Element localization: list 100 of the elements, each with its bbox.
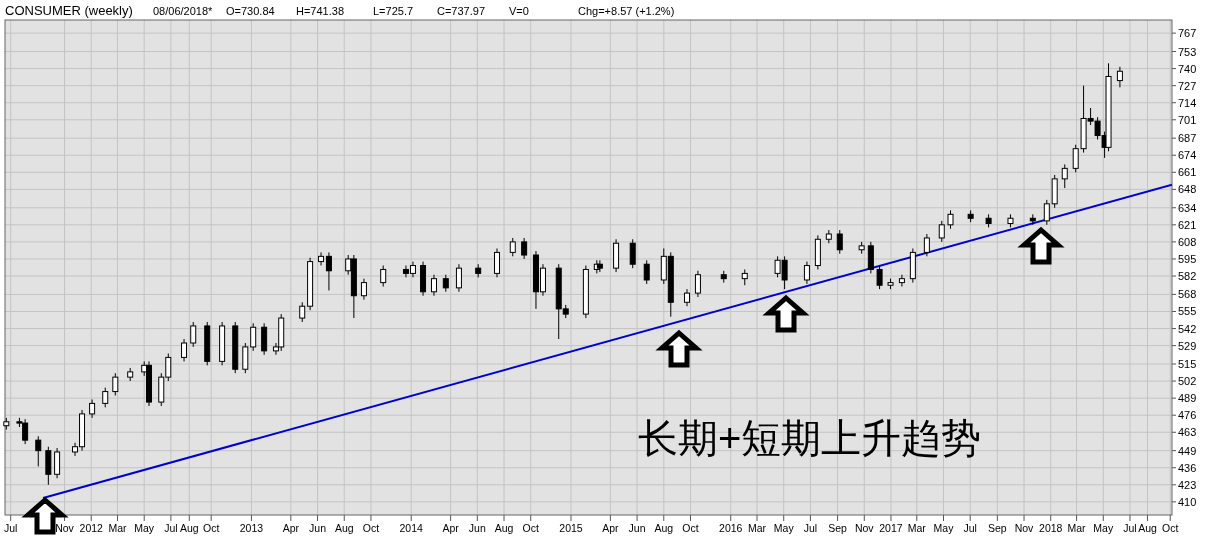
candlestick — [318, 251, 325, 267]
x-tick-label: May — [933, 522, 955, 534]
y-tick-label: 436 — [1178, 461, 1197, 474]
x-tick-label: Jul — [963, 522, 977, 534]
y-tick-label: 595 — [1178, 252, 1197, 265]
y-tick-label: 463 — [1178, 426, 1197, 439]
candlestick — [803, 261, 810, 285]
y-tick-label: 489 — [1178, 392, 1197, 405]
x-tick-label: 2013 — [239, 522, 264, 534]
x-tick-label: Oct — [682, 522, 699, 534]
candlestick — [102, 387, 109, 408]
x-tick-label: May — [773, 522, 795, 534]
candlestick — [89, 398, 96, 419]
text: H=741.38 — [296, 5, 345, 17]
x-tick-label: Aug — [494, 522, 514, 534]
x-tick-label: 2014 — [399, 522, 424, 534]
text: C=737.97 — [437, 5, 486, 17]
text: L=725.7 — [373, 5, 414, 17]
x-tick-label: Nov — [1014, 522, 1035, 534]
candlestick — [629, 238, 636, 269]
candlestick — [380, 265, 387, 288]
candlestick — [836, 229, 843, 255]
y-tick-label: 634 — [1178, 201, 1197, 214]
x-tick-label: Jul — [164, 522, 178, 534]
candlestick — [1061, 163, 1068, 189]
candlestick — [694, 270, 701, 298]
x-tick-label: Oct — [203, 522, 220, 534]
x-tick-label: 2016 — [719, 522, 743, 534]
candlestick — [1116, 66, 1123, 88]
y-tick-label: 714 — [1178, 96, 1197, 109]
y-tick-label: 410 — [1178, 495, 1197, 508]
text: Chg=+8.57 (+1.2%) — [578, 5, 675, 17]
candlestick — [947, 209, 954, 230]
y-tick-label: 529 — [1178, 339, 1197, 352]
x-tick-label: Apr — [442, 522, 460, 534]
y-tick-label: 648 — [1178, 183, 1197, 196]
y-tick-label: 476 — [1178, 409, 1197, 422]
x-tick-label: Jun — [309, 522, 327, 534]
candlestick — [938, 220, 945, 243]
x-tick-label: Aug — [1138, 522, 1157, 534]
x-tick-label: May — [134, 522, 155, 534]
chart-title: CONSUMER (weekly) — [5, 3, 133, 18]
x-tick-label: Mar — [747, 522, 767, 534]
y-tick-label: 568 — [1178, 288, 1197, 301]
text: O=730.84 — [226, 5, 275, 17]
y-tick-label: 687 — [1178, 132, 1197, 145]
candlestick — [325, 251, 332, 291]
candlestick — [898, 274, 905, 288]
y-tick-label: 555 — [1178, 305, 1197, 318]
candlestick — [250, 322, 257, 352]
candlestick — [190, 321, 197, 348]
candlestick — [35, 435, 42, 467]
candlestick — [521, 237, 528, 260]
text: V=0 — [509, 5, 529, 17]
y-tick-label: 767 — [1178, 27, 1197, 40]
x-tick-label: 2012 — [79, 522, 104, 534]
x-tick-label: Mar — [108, 522, 128, 534]
candlestick — [299, 301, 306, 323]
x-tick-label: Aug — [179, 522, 199, 534]
x-tick-label: Oct — [1162, 522, 1179, 534]
candlestick — [242, 342, 249, 374]
x-tick-label: 2017 — [879, 522, 903, 534]
candlestick — [45, 446, 52, 486]
x-tick-label: Nov — [55, 522, 75, 534]
x-tick-label: Jun — [468, 522, 486, 534]
candlestick — [876, 265, 883, 290]
candlestick — [112, 372, 119, 397]
candlestick — [509, 237, 516, 257]
y-tick-label: 423 — [1178, 478, 1197, 491]
y-tick-label: 515 — [1178, 358, 1197, 371]
candlestick — [430, 274, 437, 297]
x-tick-label: Jul — [1123, 522, 1137, 534]
y-tick-label: 621 — [1178, 218, 1197, 231]
candlestick — [181, 338, 188, 362]
x-tick-label: Nov — [854, 522, 875, 534]
y-tick-label: 449 — [1178, 444, 1197, 457]
x-tick-label: Mar — [907, 522, 927, 534]
y-tick-label: 608 — [1178, 235, 1197, 248]
x-tick-label: Aug — [334, 522, 354, 534]
y-tick-label: 753 — [1178, 45, 1197, 58]
candlestick — [643, 259, 650, 285]
y-tick-label: 701 — [1178, 113, 1197, 126]
y-tick-label: 502 — [1178, 375, 1197, 388]
x-tick-label: Jul — [3, 522, 18, 534]
x-tick-label: 2015 — [559, 522, 583, 534]
x-tick-label: Apr — [602, 522, 620, 534]
x-tick-label: Aug — [654, 522, 674, 534]
candlestick — [360, 278, 367, 301]
candlestick — [867, 241, 874, 274]
candlestick — [455, 263, 462, 293]
x-tick-label: May — [1093, 522, 1114, 534]
x-tick-label: Oct — [362, 522, 380, 534]
text: 08/06/2018* — [153, 5, 214, 17]
y-tick-label: 674 — [1178, 149, 1197, 162]
annotation: 长期+短期上升趋势 — [638, 416, 982, 460]
candlestick — [923, 233, 930, 257]
y-tick-label: 542 — [1178, 322, 1197, 335]
candlestick — [54, 447, 61, 479]
x-tick-label: Sep — [988, 522, 1007, 534]
candlestick — [1043, 199, 1050, 226]
